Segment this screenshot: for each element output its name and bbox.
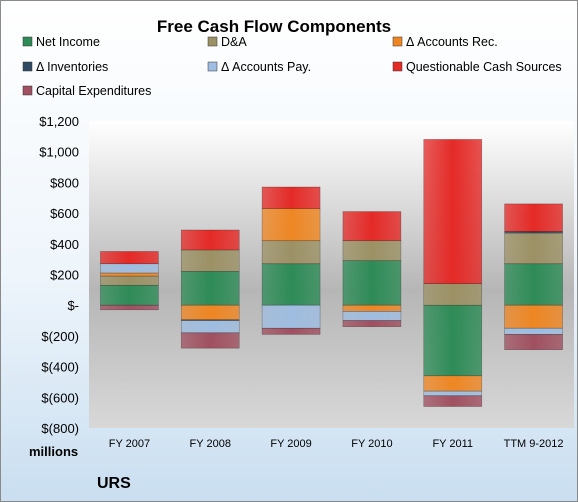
- y-tick-label: $(800): [41, 421, 79, 436]
- bar-segment-delta-accounts-pay: [423, 390, 483, 397]
- y-tick-label: $1,200: [39, 114, 79, 129]
- bar-segment-capital-expenditures: [423, 395, 483, 407]
- bar-segment-delta-accounts-pay: [180, 320, 240, 334]
- bar-segment-net-income: [504, 263, 563, 306]
- legend-swatch-delta-accounts-rec: [392, 36, 403, 47]
- x-axis: FY 2007 FY 2008 FY 2009 FY 2010 FY 2011 TTM 9…: [109, 438, 564, 450]
- y-tick-label: $(200): [41, 329, 79, 344]
- y-axis: $(800) $(600) $(400) $(200) $- $200 $400 $600 $8…: [39, 114, 79, 436]
- legend-swatch-delta-accounts-pay: [207, 61, 218, 72]
- legend-swatch-questionable-cash-sources: [392, 61, 403, 72]
- bar-segment-capital-expenditures: [180, 332, 240, 349]
- legend-label-delta-accounts-pay: Δ Accounts Pay.: [221, 60, 311, 74]
- y-tick-label: $(400): [41, 360, 79, 375]
- bar-segment-capital-expenditures: [100, 304, 159, 311]
- bar-segment-capital-expenditures: [504, 334, 563, 351]
- y-tick-label: $(600): [41, 390, 79, 405]
- x-tick-label: FY 2009: [270, 438, 311, 450]
- x-tick-label: FY 2011: [432, 438, 473, 450]
- bar-segment-delta-accounts-pay: [100, 263, 159, 274]
- bar-segment-d-a: [100, 275, 159, 286]
- x-tick-label: FY 2010: [351, 438, 392, 450]
- bar-segment-net-income: [100, 284, 159, 306]
- bar-segment-net-income: [180, 271, 240, 306]
- legend-swatch-d-a: [207, 36, 218, 47]
- x-tick-label: FY 2008: [190, 438, 231, 450]
- legend-label-capital-expenditures: Capital Expenditures: [36, 84, 151, 98]
- legend-label-questionable-cash-sources: Questionable Cash Sources: [406, 60, 562, 74]
- bar-segment-questionable-cash-sources: [261, 186, 321, 209]
- bar-segment-questionable-cash-sources: [423, 139, 483, 285]
- y-tick-label: $-: [67, 298, 79, 313]
- bar-segment-capital-expenditures: [342, 320, 402, 327]
- legend: Net Income D&A Δ Accounts Rec. Δ Inventorie…: [22, 35, 562, 98]
- bar-segment-net-income: [342, 260, 402, 306]
- y-tick-label: $600: [50, 206, 79, 221]
- legend-label-delta-accounts-rec: Δ Accounts Rec.: [406, 35, 498, 49]
- bar-segment-delta-accounts-rec: [342, 304, 402, 312]
- bar-segment-delta-accounts-pay: [504, 327, 563, 335]
- bar-segment-questionable-cash-sources: [504, 203, 563, 232]
- bar-segment-d-a: [423, 283, 483, 306]
- bar-segment-capital-expenditures: [261, 327, 321, 335]
- bar-segment-delta-accounts-rec: [261, 208, 321, 242]
- y-tick-label: $400: [50, 237, 79, 252]
- bar-segment-net-income: [423, 304, 483, 377]
- company-name: URS: [97, 475, 131, 492]
- bar-segment-delta-accounts-pay: [261, 304, 321, 329]
- y-tick-label: $1,000: [39, 145, 79, 160]
- bar-segment-delta-accounts-rec: [100, 272, 159, 277]
- legend-swatch-delta-inventories: [22, 61, 33, 72]
- bar-segment-d-a: [342, 240, 402, 261]
- chart-title: Free Cash Flow Components: [157, 17, 391, 36]
- bar-segment-delta-accounts-rec: [504, 304, 563, 329]
- legend-label-delta-inventories: Δ Inventories: [36, 60, 108, 74]
- bar-segment-delta-accounts-rec: [423, 375, 483, 392]
- bar-segment-delta-accounts-rec: [180, 304, 240, 321]
- x-tick-label: FY 2007: [109, 438, 150, 450]
- y-tick-label: $200: [50, 268, 79, 283]
- bars: [100, 139, 563, 407]
- bar-segment-net-income: [261, 263, 321, 306]
- bar-segment-questionable-cash-sources: [100, 251, 159, 265]
- plot-area: [89, 121, 574, 428]
- y-tick-label: $800: [50, 175, 79, 190]
- legend-label-d-a: D&A: [221, 35, 247, 49]
- bar-segment-d-a: [261, 240, 321, 265]
- x-tick-label: TTM 9-2012: [504, 438, 564, 450]
- bar-segment-d-a: [504, 232, 563, 265]
- legend-swatch-capital-expenditures: [22, 85, 33, 96]
- units-label: millions: [29, 444, 78, 459]
- bar-segment-questionable-cash-sources: [180, 229, 240, 251]
- legend-label-net-income: Net Income: [36, 35, 100, 49]
- legend-swatch-net-income: [22, 36, 33, 47]
- bar-segment-questionable-cash-sources: [342, 211, 402, 242]
- bar-segment-d-a: [180, 249, 240, 272]
- bar-segment-delta-accounts-pay: [342, 311, 402, 321]
